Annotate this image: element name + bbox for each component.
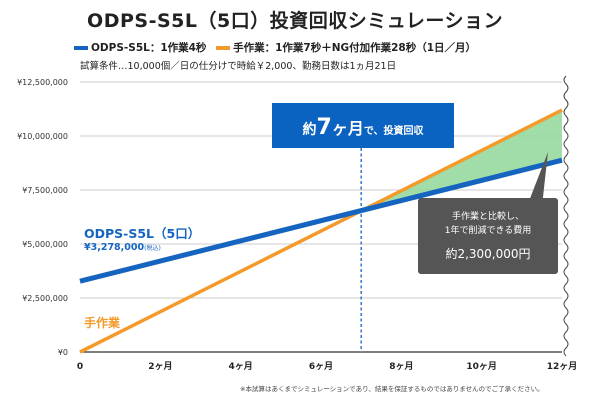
savings-callout-amount: 約2,300,000円 — [445, 246, 530, 261]
x-tick-label: 12ヶ月 — [547, 361, 578, 372]
payback-callout-text: 約7ヶ月で、投資回収 — [303, 115, 425, 140]
legend-swatch-odps — [74, 46, 88, 50]
payback-callout-part-2: ヶ月 — [332, 119, 364, 138]
series-label-manual: 手作業 — [84, 315, 121, 330]
chart-title: ODPS-S5L（5口）投資回収シミュレーション — [87, 10, 503, 32]
y-tick-label: ¥0 — [58, 348, 68, 357]
legend-item-manual: 手作業：1作業7秒＋NG付加作業28秒（1日／月） — [216, 42, 476, 54]
series-price-odps: ¥3,278,000(税込) — [84, 242, 161, 253]
legend-label-odps: ODPS-S5L：1作業4秒 — [91, 42, 207, 54]
payback-callout-part-1: 7 — [317, 115, 332, 140]
series-line-manual — [79, 108, 563, 354]
x-tick-label: 8ヶ月 — [389, 361, 413, 372]
series-price-tax-note: (税込) — [144, 244, 161, 252]
calculation-conditions: 試算条件…10,000個／日の仕分けで時給￥2,000、勤務日数は1ヵ月21日 — [80, 61, 397, 72]
series-label-odps: ODPS-S5L（5口） — [84, 226, 200, 241]
payback-callout-part-3: で、投資回収 — [364, 124, 425, 137]
savings-callout-line2: 1年で削減できる費用 — [445, 224, 532, 236]
y-tick-label: ¥2,500,000 — [22, 294, 68, 303]
savings-callout-line1: 手作業と比較し、 — [452, 210, 524, 222]
y-tick-label: ¥10,000,000 — [17, 132, 68, 141]
x-tick-label: 2ヶ月 — [148, 361, 172, 372]
x-tick-label: 0 — [77, 362, 83, 372]
legend-item-odps: ODPS-S5L：1作業4秒 — [74, 42, 210, 54]
series-line-odps — [79, 157, 563, 284]
payback-callout-box — [272, 103, 454, 148]
x-tick-label: 10ヶ月 — [466, 361, 497, 372]
savings-callout-box — [418, 198, 558, 274]
disclaimer-note: ※本試算はあくまでシミュレーションであり、結果を保証するものではありませんのでご… — [240, 385, 544, 393]
payback-callout-part-0: 約 — [303, 121, 317, 138]
x-tick-label: 4ヶ月 — [229, 361, 253, 372]
y-tick-label: ¥7,500,000 — [22, 186, 68, 195]
y-tick-label: ¥5,000,000 — [22, 240, 68, 249]
y-tick-label: ¥12,500,000 — [17, 78, 68, 87]
legend: ODPS-S5L：1作業4秒 手作業：1作業7秒＋NG付加作業28秒（1日／月） — [74, 40, 482, 55]
legend-swatch-manual — [216, 46, 231, 50]
axis-break-wave — [563, 75, 569, 357]
x-tick-label: 6ヶ月 — [309, 361, 333, 372]
legend-label-manual: 手作業：1作業7秒＋NG付加作業28秒（1日／月） — [233, 42, 477, 54]
